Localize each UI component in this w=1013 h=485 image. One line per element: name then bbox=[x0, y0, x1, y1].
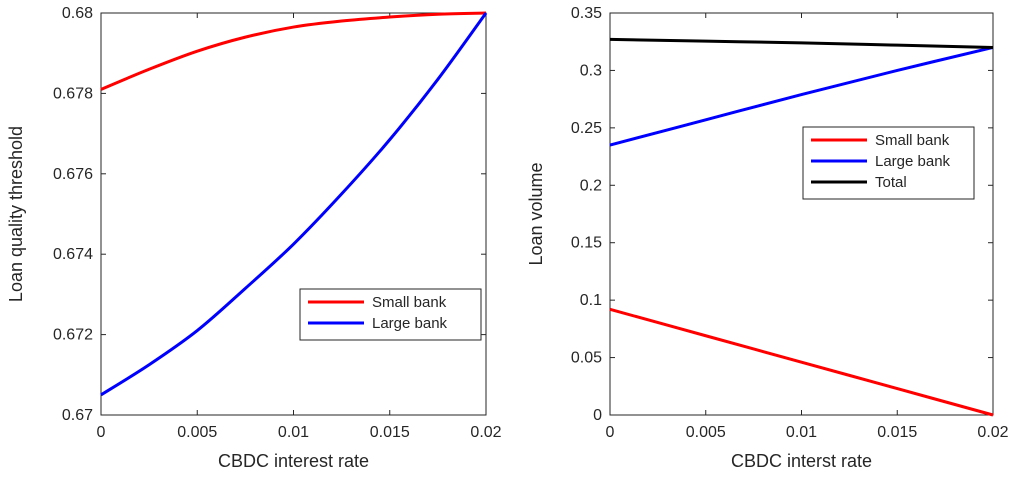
x-tick-label: 0.01 bbox=[786, 424, 817, 441]
legend: Small bank Large bank Total bbox=[802, 126, 975, 200]
legend-label: Large bank bbox=[372, 315, 448, 332]
legend-label: Small bank bbox=[372, 294, 447, 311]
plot-area-frame bbox=[609, 12, 994, 416]
y-tick-label: 0.05 bbox=[571, 350, 602, 367]
y-axis-label: Loan quality threshold bbox=[6, 126, 26, 302]
series-line-total bbox=[609, 37, 994, 49]
legend-label: Total bbox=[875, 174, 907, 191]
series-line-small-bank bbox=[100, 11, 487, 91]
legend-label: Small bank bbox=[875, 132, 950, 149]
x-axis-label: CBDC interest rate bbox=[218, 451, 369, 471]
x-tick-label: 0.02 bbox=[977, 424, 1008, 441]
y-tick-label: 0.3 bbox=[580, 62, 602, 79]
y-tick-label: 0.25 bbox=[571, 120, 602, 137]
y-tick-label: 0.676 bbox=[53, 166, 93, 183]
series-line-small-bank bbox=[609, 307, 994, 417]
legend-box bbox=[299, 288, 482, 341]
y-tick-label: 0.672 bbox=[53, 327, 93, 344]
y-tick-label: 0.1 bbox=[580, 292, 602, 309]
series-line-large-bank bbox=[100, 12, 488, 397]
y-tick-label: 0.67 bbox=[62, 407, 93, 424]
x-tick-label: 0.005 bbox=[177, 424, 217, 441]
plot-area-frame bbox=[100, 12, 487, 416]
y-tick-label: 0 bbox=[593, 407, 602, 424]
chart-panel-2: 0 0.005 0.01 0.015 0.02 0 0.05 0.1 0.15 0.2 0.25 0.… bbox=[526, 5, 1009, 471]
x-tick-label: 0.005 bbox=[686, 424, 726, 441]
x-tick-label: 0.015 bbox=[370, 424, 410, 441]
y-tick-label: 0.678 bbox=[53, 85, 93, 102]
y-tick-label: 0.674 bbox=[53, 246, 93, 263]
y-tick-label: 0.68 bbox=[62, 5, 93, 22]
x-tick-label: 0 bbox=[606, 424, 615, 441]
x-tick-label: 0 bbox=[97, 424, 106, 441]
y-tick-label: 0.2 bbox=[580, 177, 602, 194]
x-axis-label: CBDC interst rate bbox=[731, 451, 872, 471]
chart-panel-1: 0 0.005 0.01 0.015 0.02 0.67 0.672 0.674 0.676 0.… bbox=[6, 5, 502, 471]
series-line-large-bank bbox=[609, 45, 994, 147]
legend-label: Large bank bbox=[875, 153, 951, 170]
legend: Small bank Large bank bbox=[299, 288, 482, 341]
y-tick-label: 0.15 bbox=[571, 235, 602, 252]
x-tick-label: 0.02 bbox=[470, 424, 501, 441]
y-tick-label: 0.35 bbox=[571, 5, 602, 22]
x-tick-label: 0.015 bbox=[877, 424, 917, 441]
y-axis-label: Loan volume bbox=[526, 162, 546, 265]
x-tick-label: 0.01 bbox=[278, 424, 309, 441]
